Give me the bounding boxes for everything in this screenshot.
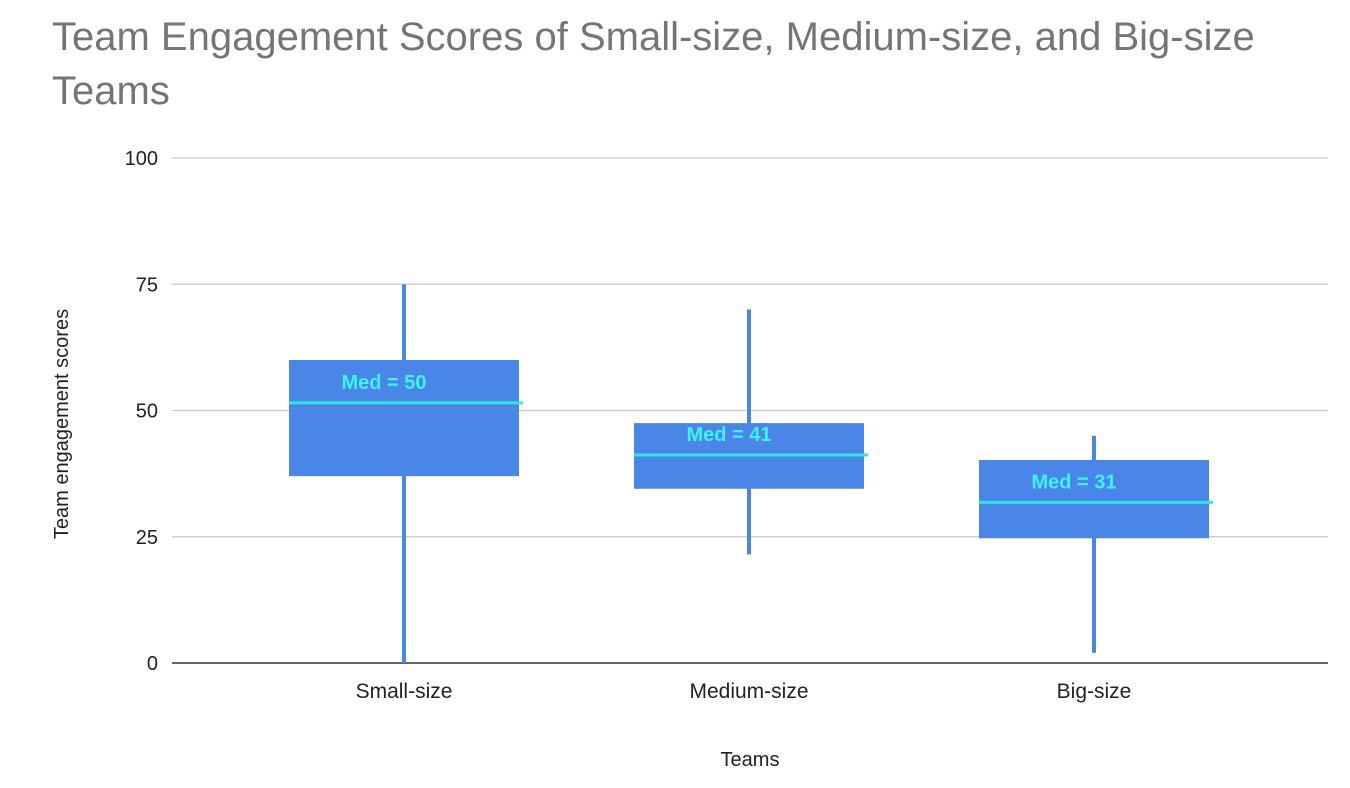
box-group-medium-size: Med = 41 <box>634 309 868 555</box>
x-tick-label: Small-size <box>356 680 453 703</box>
y-tick-label: 25 <box>136 527 158 549</box>
y-tick-label: 50 <box>136 401 158 423</box>
y-tick-label: 0 <box>147 653 158 675</box>
box-group-small-size: Med = 50 <box>289 284 523 663</box>
box-group-big-size: Med = 31 <box>979 435 1213 653</box>
x-axis-ticks: Small-size Medium-size Big-size <box>356 680 1132 703</box>
x-tick-label: Big-size <box>1057 680 1132 703</box>
x-axis-label: Teams <box>721 749 780 771</box>
y-tick-label: 100 <box>125 148 158 170</box>
chart-title: Team Engagement Scores of Small-size, Me… <box>52 15 1255 113</box>
iqr-box <box>979 459 1209 539</box>
y-tick-label: 75 <box>136 274 158 296</box>
y-axis-ticks: 0 25 50 75 100 <box>125 148 158 675</box>
median-label: Med = 31 <box>1031 471 1116 493</box>
x-tick-label: Medium-size <box>689 680 808 703</box>
iqr-box <box>289 360 519 477</box>
y-axis-label: Team engagement scores <box>51 309 73 539</box>
median-label: Med = 50 <box>341 372 426 394</box>
median-label: Med = 41 <box>686 424 771 446</box>
box-series: Med = 50 Med = 41 Med = 31 <box>289 284 1213 663</box>
